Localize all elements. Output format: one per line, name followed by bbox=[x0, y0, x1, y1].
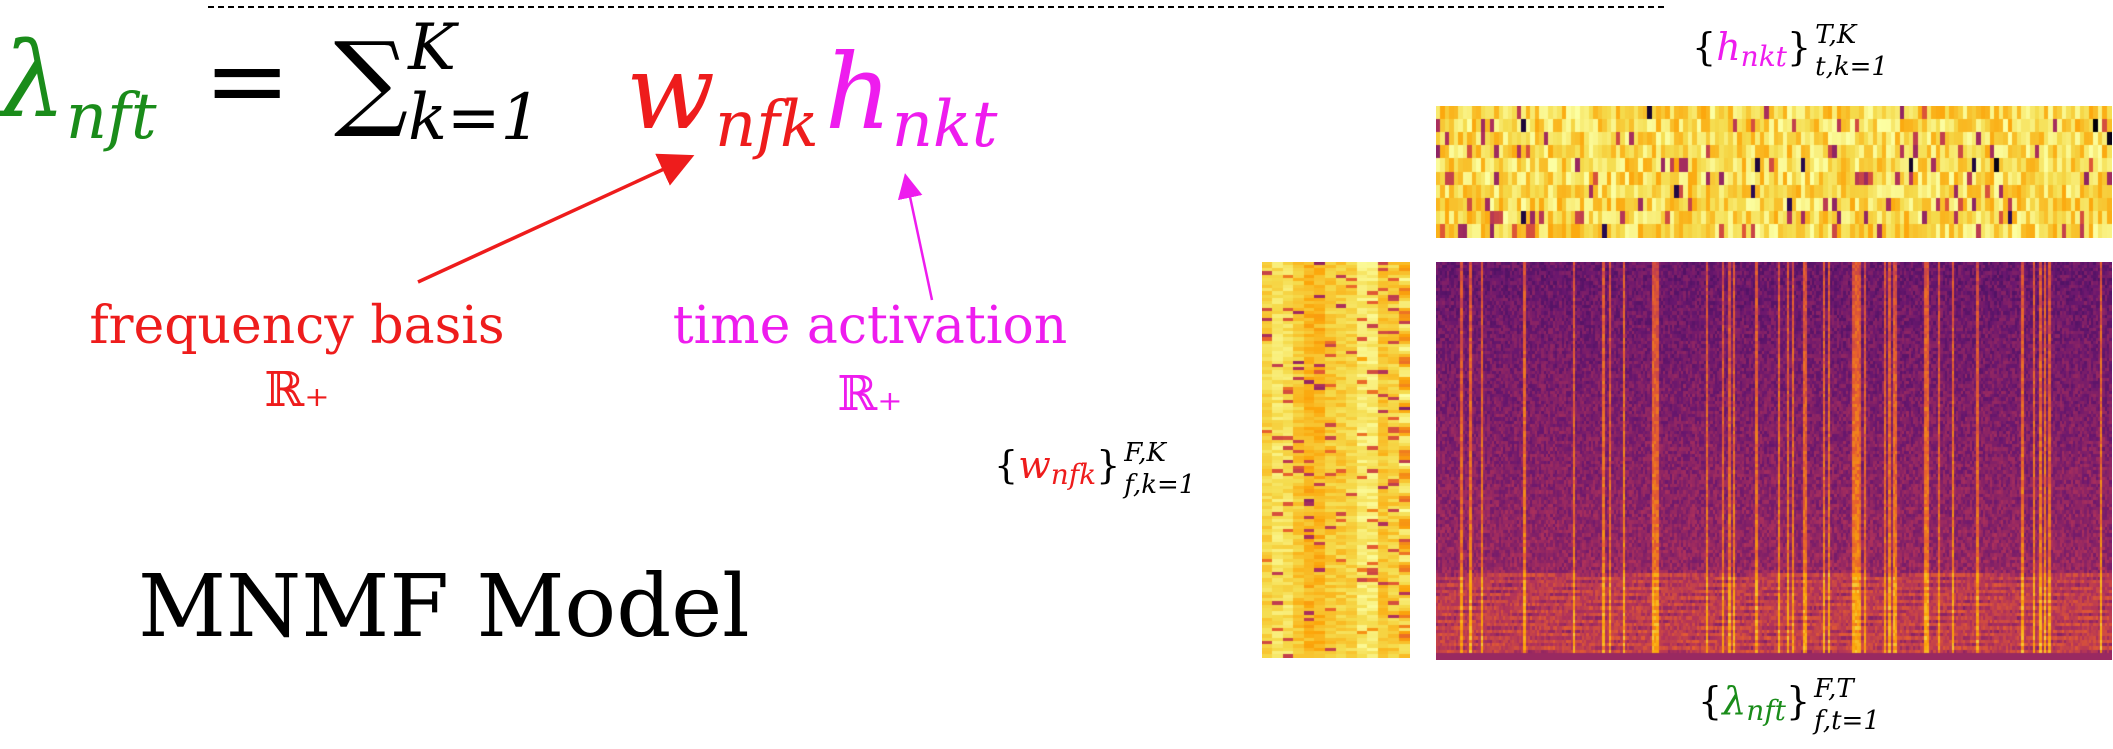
model-title: MNMF Model bbox=[138, 557, 750, 657]
factor-terms: wnfkhnkt bbox=[626, 40, 997, 157]
basis-matrix-heatmap bbox=[1262, 262, 1410, 658]
h-matrix-label: {hnkt} T,K t,k=1 bbox=[1692, 20, 1888, 82]
lambda-subscript: nft bbox=[65, 80, 157, 154]
lambda-matrix-label: {λnft} F,T f,t=1 bbox=[1698, 674, 1880, 736]
frequency-basis-arrow bbox=[417, 153, 695, 284]
time-activation-domain: ℝ₊ bbox=[837, 366, 903, 422]
frequency-basis-label: frequency basis bbox=[89, 296, 505, 356]
annotation-arrows bbox=[417, 153, 934, 301]
lambda-symbol: λ bbox=[0, 19, 66, 141]
equation: λnft = ∑ K k=1 bbox=[0, 16, 541, 150]
time-activation-arrow bbox=[897, 173, 934, 301]
w-subscript: nfk bbox=[715, 88, 819, 162]
w-matrix-label: {wnfk} F,K f,k=1 bbox=[994, 438, 1196, 500]
sum-symbol: ∑ bbox=[333, 19, 409, 141]
spectrogram-heatmap bbox=[1436, 262, 2112, 660]
w-symbol: w bbox=[626, 31, 716, 153]
activation-matrix-heatmap bbox=[1436, 106, 2112, 238]
time-activation-label: time activation bbox=[672, 296, 1068, 356]
frequency-basis-domain: ℝ₊ bbox=[264, 362, 330, 418]
sum-upper-limit: K bbox=[408, 11, 456, 85]
time-activation-label-block: time activation ℝ₊ bbox=[640, 300, 1100, 418]
equals-sign: = bbox=[203, 19, 291, 141]
top-dashed-rule bbox=[208, 6, 1664, 8]
h-symbol: h bbox=[824, 31, 892, 153]
sum-lower-limit: k=1 bbox=[408, 81, 542, 155]
h-subscript: nkt bbox=[891, 88, 998, 162]
frequency-basis-label-block: frequency basis ℝ₊ bbox=[62, 300, 532, 414]
